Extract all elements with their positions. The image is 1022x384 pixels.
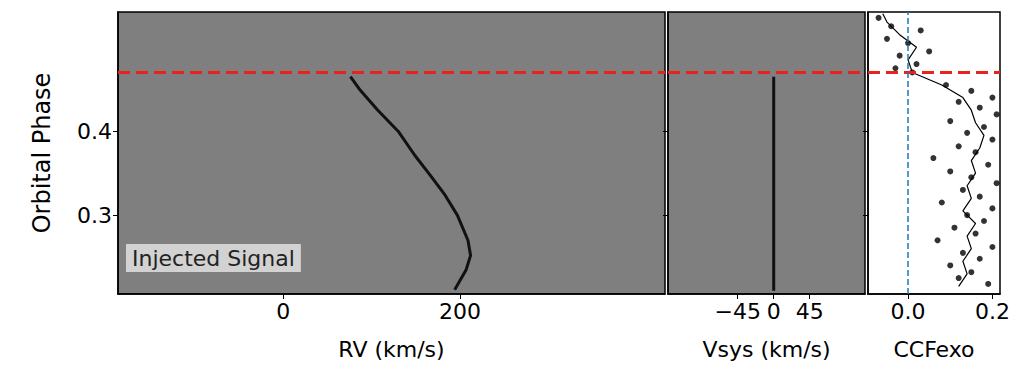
svg-text:0.3: 0.3 (77, 203, 112, 228)
svg-text:45: 45 (796, 299, 824, 324)
svg-text:Orbital Phase: Orbital Phase (28, 73, 56, 234)
svg-text:RV (km/s): RV (km/s) (338, 337, 444, 362)
svg-text:−45: −45 (714, 299, 760, 324)
svg-text:0.2: 0.2 (975, 299, 1010, 324)
svg-text:Injected Signal: Injected Signal (132, 246, 295, 271)
svg-text:200: 200 (439, 299, 481, 324)
svg-text:CCFexo: CCFexo (893, 337, 974, 362)
svg-text:0.4: 0.4 (77, 119, 112, 144)
svg-text:0: 0 (276, 299, 290, 324)
svg-text:0: 0 (767, 299, 781, 324)
svg-text:0.0: 0.0 (891, 299, 926, 324)
svg-text:Vsys (km/s): Vsys (km/s) (702, 337, 830, 362)
